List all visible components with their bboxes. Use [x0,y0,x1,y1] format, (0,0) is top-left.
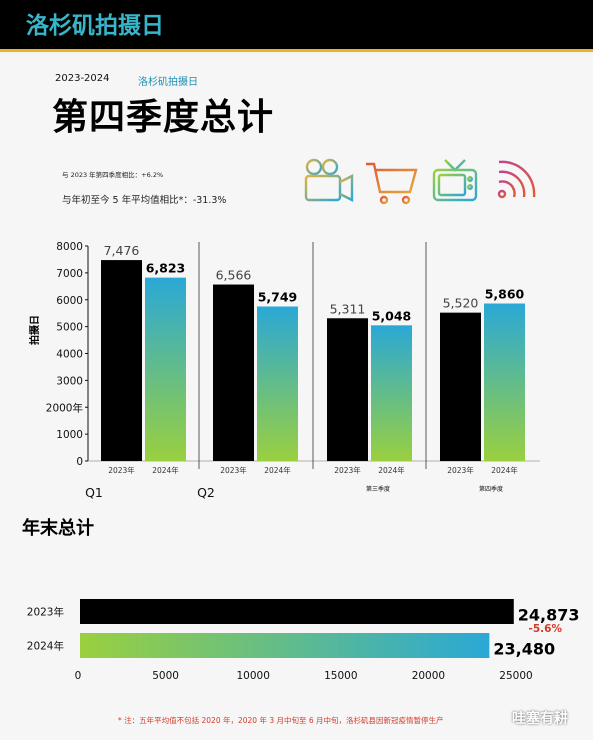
data-label: 5,749 [258,289,298,304]
bar-Q2-2024年 [257,306,298,461]
data-label: 5,311 [330,301,366,316]
header-bar: 洛杉矶拍摄日 [0,0,593,52]
y-tick-label: 7000 [56,268,83,280]
y-tick-label: 3000 [56,375,83,387]
y-tick-label: 6000 [56,295,83,307]
wifi-signal-icon [497,160,536,199]
h-bar-2024年 [80,633,490,658]
data-label: 6,566 [216,268,252,283]
h-bar-value: 23,480 [493,640,555,659]
icon-row [304,158,536,205]
x-tick-label: 2024年 [491,465,518,475]
shopping-cart-icon [366,162,418,205]
season-label: 2023-2024 [55,73,110,84]
x-tick-label: 20000 [412,670,445,682]
source-label: 洛杉矶拍摄日 [138,77,198,88]
data-label: 6,823 [146,261,186,276]
comparison-note-avg: 与年初至今 5 年平均值相比*：-31.3% [62,195,227,206]
comparison-note-q4: 与 2023 年第四季度相比：+6.2% [62,171,164,179]
footnote: * 注：五年平均值不包括 2020 年，2020 年 3 月中旬至 6 月中旬，… [118,716,444,725]
y-tick-label: 1000 [56,429,83,441]
group-label: 第四季度 [479,485,503,493]
y-tick-label: 5000 [56,322,83,334]
data-label: 5,520 [443,296,479,311]
x-tick-label: 2024年 [152,465,179,475]
bar-第四季度-2023年 [440,312,481,461]
television-icon [432,159,478,202]
y-tick-label: 8000 [56,241,83,253]
bar-Q1-2024年 [145,277,186,461]
group-label: Q2 [197,485,215,500]
x-tick-label: 0 [75,670,82,682]
year-total-title: 年末总计 [22,518,94,539]
h-bar-label: 2023年 [27,606,64,619]
x-tick-label: 25000 [499,670,532,682]
year-total-bar-chart: 2023年 24,873 2024年 23,480 -5.6% 0 5000 10000 15… [27,599,580,682]
bar-Q1-2023年 [101,260,142,461]
x-tick-label: 15000 [324,670,357,682]
x-tick-label: 10000 [236,670,269,682]
data-label: 5,860 [485,287,525,302]
h-bar-value: 24,873 [518,606,580,625]
x-tick-label: 2024年 [378,465,405,475]
y-tick-label: 0 [76,456,83,468]
x-tick-label: 2023年 [108,465,135,475]
bar-第三季度-2023年 [327,318,368,461]
group-label: 第三季度 [366,485,390,493]
quarterly-bar-chart: 0 1000 2000年 3000 4000 5000 6000 7000 8000 7,476… [28,241,540,500]
watermark: 哇塞有耕 [512,711,568,727]
x-tick-label: 2023年 [334,465,361,475]
y-axis-label: 拍摄日 [28,315,41,345]
x-tick-label: 5000 [152,670,179,682]
y-tick-label: 4000 [56,349,83,361]
h-bar-label: 2024年 [27,640,64,653]
bar-第四季度-2024年 [484,303,525,461]
data-label: 5,048 [372,308,412,323]
h-bar-2023年 [80,599,514,624]
bar-第三季度-2024年 [371,325,412,461]
y-tick-label: 2000年 [46,401,83,414]
group-label: Q1 [85,485,103,500]
bar-Q2-2023年 [213,284,254,461]
x-tick-label: 2024年 [264,465,291,475]
change-label: -5.6% [529,623,563,635]
page-title: 第四季度总计 [52,97,275,138]
x-tick-label: 2023年 [220,465,247,475]
x-tick-label: 2023年 [447,465,474,475]
data-label: 7,476 [104,243,140,258]
film-camera-icon [304,158,354,202]
header-title: 洛杉矶拍摄日 [26,13,164,39]
